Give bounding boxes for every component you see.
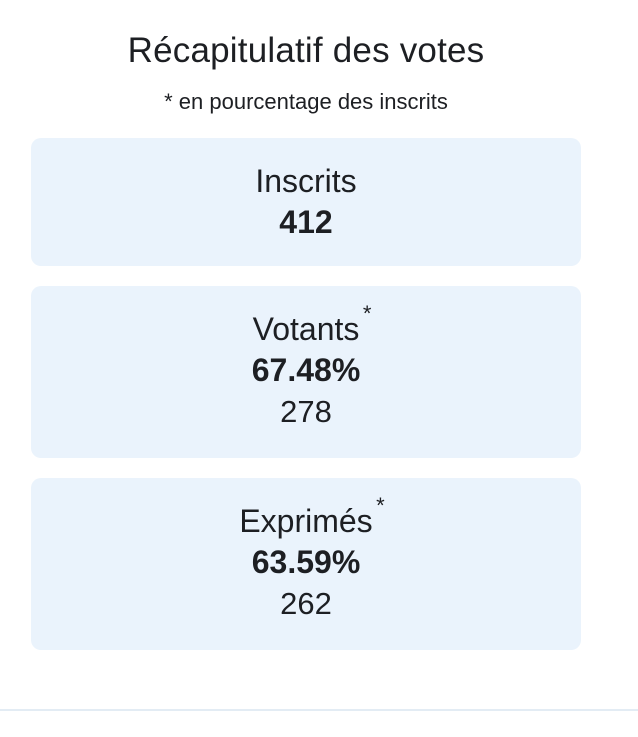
inscrits-card: Inscrits 412	[31, 138, 581, 266]
votants-card: Votants * 67.48% 278	[31, 286, 581, 458]
votants-label-wrap: Votants *	[252, 303, 372, 349]
votants-count: 278	[280, 394, 332, 429]
votants-label: Votants	[252, 311, 360, 347]
exprimes-label: Exprimés	[239, 503, 373, 539]
exprimes-asterisk: *	[376, 493, 385, 518]
summary-subtitle: * en pourcentage des inscrits	[164, 89, 448, 114]
inscrits-value: 412	[279, 204, 333, 240]
exprimes-percent: 63.59%	[251, 544, 361, 580]
exprimes-label-wrap: Exprimés *	[239, 495, 384, 541]
bottom-divider	[0, 709, 638, 711]
exprimes-card: Exprimés * 63.59% 262	[31, 478, 581, 650]
inscrits-label: Inscrits	[255, 163, 357, 199]
summary-title: Récapitulatif des votes	[127, 31, 485, 70]
votants-asterisk: *	[362, 301, 372, 326]
exprimes-count: 262	[280, 586, 332, 621]
votants-percent: 67.48%	[251, 352, 361, 388]
